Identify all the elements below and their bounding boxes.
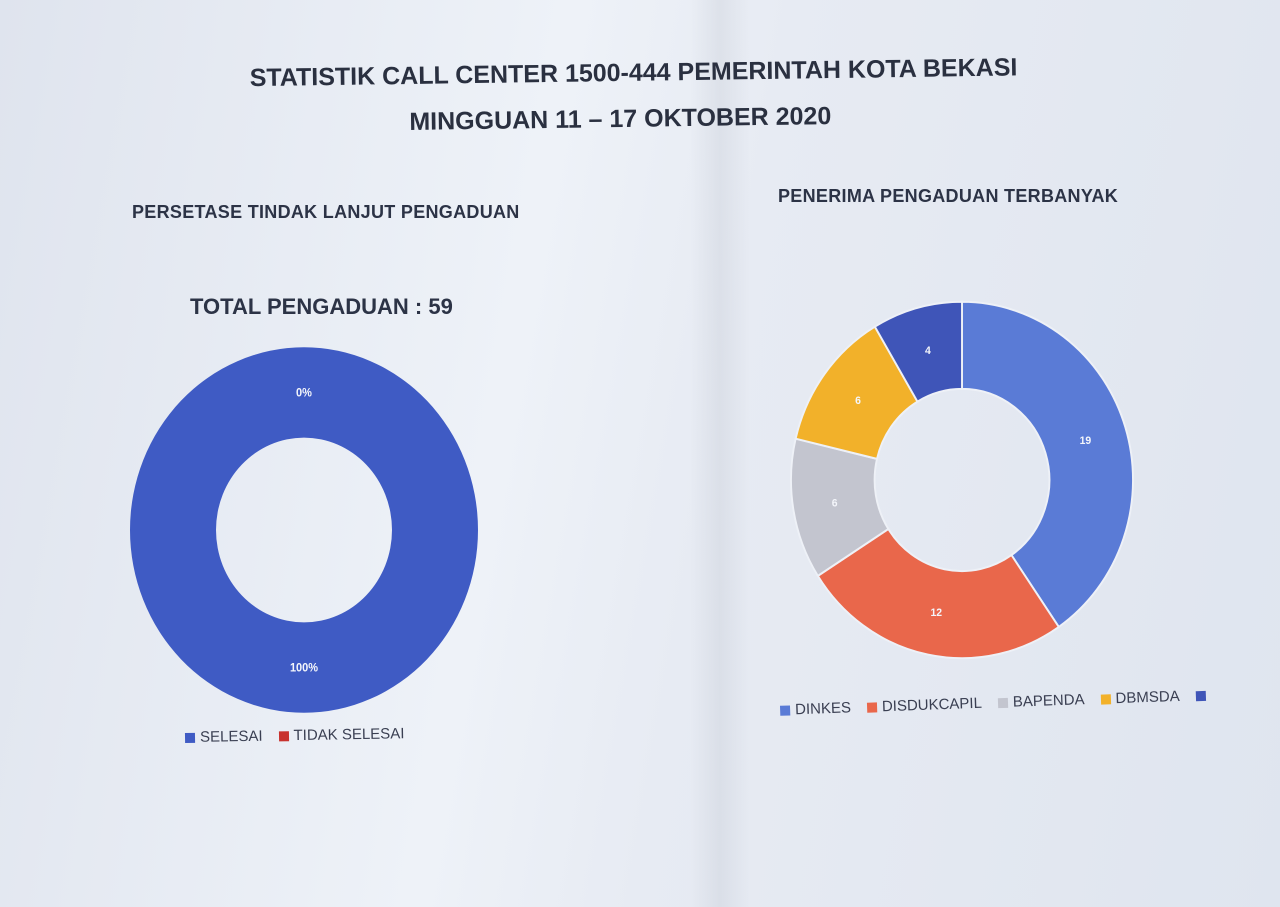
left-chart-title: PERSETASE TINDAK LANJUT PENGADUAN — [132, 202, 520, 222]
donut-label-1-3: 6 — [855, 395, 861, 407]
donut-label-1-4: 4 — [925, 345, 931, 357]
main-title: STATISTIK CALL CENTER 1500-444 PEMERINTA… — [249, 45, 1018, 147]
donut-slice-1-1 — [816, 527, 1061, 660]
legend-item-1-0: DINKES — [779, 699, 852, 719]
donut-slice-0-0 — [130, 347, 478, 713]
donut-label-0-0: 100% — [290, 663, 318, 675]
total-complaints: TOTAL PENGADUAN : 59 — [190, 294, 453, 319]
legend-label: BAPENDA — [1012, 691, 1085, 711]
legend-swatch — [278, 730, 289, 741]
legend-item-1-4 — [1195, 690, 1210, 701]
legend-label: DINKES — [794, 699, 852, 719]
legend-label: DBMSDA — [1115, 687, 1180, 708]
donut-slice-1-0 — [961, 300, 1134, 629]
legend-item-1-3: DBMSDA — [1100, 688, 1180, 708]
paper-fold — [690, 0, 750, 907]
legend-label: DISDUKCAPIL — [881, 694, 983, 716]
donut-label-1-1: 12 — [930, 607, 942, 619]
recipients-donut-chart: 19 12 6 6 4 — [790, 300, 1134, 660]
legend-item-0-0: SELESAI — [184, 727, 263, 746]
legend-swatch — [1195, 690, 1206, 701]
legend-swatch — [866, 701, 878, 713]
legend-item-1-2: BAPENDA — [997, 691, 1085, 711]
legend-label: SELESAI — [199, 727, 263, 746]
donut-label-1-0: 19 — [1080, 435, 1092, 447]
legend-swatch — [1100, 693, 1111, 705]
donut-label-1-2: 6 — [832, 497, 838, 509]
legend-swatch — [997, 697, 1009, 708]
completion-donut-chart: 100% 0% — [130, 347, 478, 713]
right-chart-title: PENERIMA PENGADUAN TERBANYAK — [778, 186, 1119, 206]
donut-label-0-1: 0% — [296, 387, 312, 399]
legend-item-0-1: TIDAK SELESAI — [278, 725, 405, 745]
legend-label: TIDAK SELESAI — [293, 725, 405, 745]
donut-slice-1-4 — [873, 300, 963, 403]
legend-swatch — [779, 704, 791, 716]
legend-swatch — [184, 732, 196, 743]
